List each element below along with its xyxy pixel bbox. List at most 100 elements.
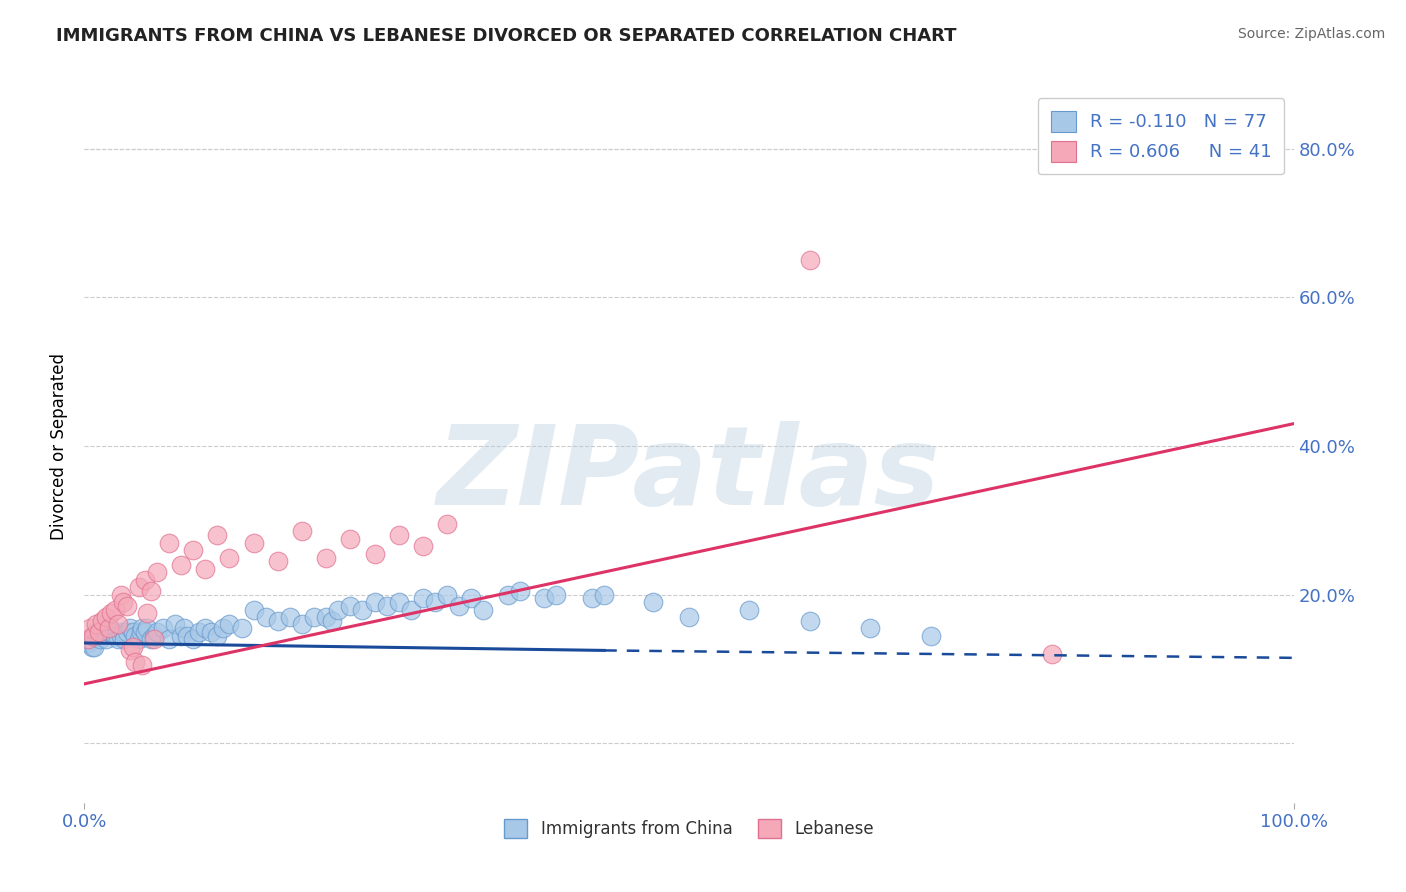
Point: [87, 628, 110, 642]
Point: [533, 591, 555, 606]
Legend: Immigrants from China, Lebanese: Immigrants from China, Lebanese: [498, 812, 880, 845]
Point: [302, 610, 325, 624]
Point: [100, 607, 122, 621]
Point: [87, 624, 110, 639]
Point: [94, 632, 117, 647]
Point: [98, 621, 121, 635]
Point: [212, 621, 235, 635]
Point: [97, 624, 120, 639]
Point: [110, 588, 132, 602]
Point: [143, 632, 166, 647]
Point: [131, 658, 153, 673]
Point: [315, 610, 337, 624]
Point: [134, 573, 156, 587]
Point: [112, 624, 135, 639]
Point: [678, 610, 700, 624]
Point: [86, 624, 108, 639]
Point: [363, 595, 385, 609]
Point: [104, 628, 127, 642]
Point: [339, 599, 361, 613]
Point: [449, 599, 471, 613]
Point: [170, 558, 193, 572]
Point: [86, 617, 108, 632]
Point: [218, 617, 240, 632]
Point: [120, 643, 142, 657]
Point: [115, 624, 138, 639]
Point: [423, 595, 446, 609]
Y-axis label: Divorced or Separated: Divorced or Separated: [51, 352, 69, 540]
Text: Source: ZipAtlas.com: Source: ZipAtlas.com: [1237, 27, 1385, 41]
Point: [79, 632, 101, 647]
Point: [436, 516, 458, 531]
Point: [77, 636, 100, 650]
Point: [920, 628, 942, 642]
Point: [388, 528, 411, 542]
Point: [375, 599, 398, 613]
Point: [799, 614, 821, 628]
Point: [399, 602, 422, 616]
Point: [181, 543, 204, 558]
Point: [107, 617, 129, 632]
Text: IMMIGRANTS FROM CHINA VS LEBANESE DIVORCED OR SEPARATED CORRELATION CHART: IMMIGRANTS FROM CHINA VS LEBANESE DIVORC…: [56, 27, 956, 45]
Point: [128, 632, 150, 647]
Point: [472, 602, 495, 616]
Point: [641, 595, 664, 609]
Point: [412, 591, 434, 606]
Point: [136, 621, 159, 635]
Point: [143, 628, 166, 642]
Point: [170, 628, 193, 642]
Point: [242, 535, 264, 549]
Point: [146, 624, 169, 639]
Point: [139, 583, 162, 598]
Point: [339, 532, 361, 546]
Point: [188, 624, 211, 639]
Point: [157, 535, 180, 549]
Point: [544, 588, 567, 602]
Point: [231, 621, 253, 635]
Point: [200, 624, 222, 639]
Point: [120, 621, 142, 635]
Point: [146, 566, 169, 580]
Point: [291, 617, 314, 632]
Point: [328, 602, 350, 616]
Point: [581, 591, 603, 606]
Point: [181, 632, 204, 647]
Point: [82, 628, 104, 642]
Point: [738, 602, 761, 616]
Point: [104, 602, 127, 616]
Point: [291, 524, 314, 539]
Point: [121, 624, 143, 639]
Point: [242, 602, 264, 616]
Point: [165, 617, 187, 632]
Point: [77, 632, 100, 647]
Point: [97, 621, 120, 635]
Point: [194, 621, 217, 635]
Point: [89, 632, 111, 647]
Point: [121, 640, 143, 654]
Point: [1040, 647, 1063, 661]
Point: [157, 632, 180, 647]
Point: [134, 624, 156, 639]
Point: [593, 588, 616, 602]
Point: [112, 595, 135, 609]
Point: [388, 595, 411, 609]
Point: [436, 588, 458, 602]
Point: [152, 621, 174, 635]
Point: [509, 583, 531, 598]
Point: [112, 632, 135, 647]
Point: [128, 580, 150, 594]
Point: [83, 640, 105, 654]
Point: [218, 550, 240, 565]
Point: [100, 624, 122, 639]
Point: [139, 632, 162, 647]
Point: [799, 253, 821, 268]
Point: [194, 562, 217, 576]
Point: [80, 640, 103, 654]
Point: [321, 614, 343, 628]
Text: ZIPatlas: ZIPatlas: [437, 421, 941, 528]
Point: [207, 528, 229, 542]
Point: [79, 621, 101, 635]
Point: [115, 599, 138, 613]
Point: [129, 624, 152, 639]
Point: [207, 628, 229, 642]
